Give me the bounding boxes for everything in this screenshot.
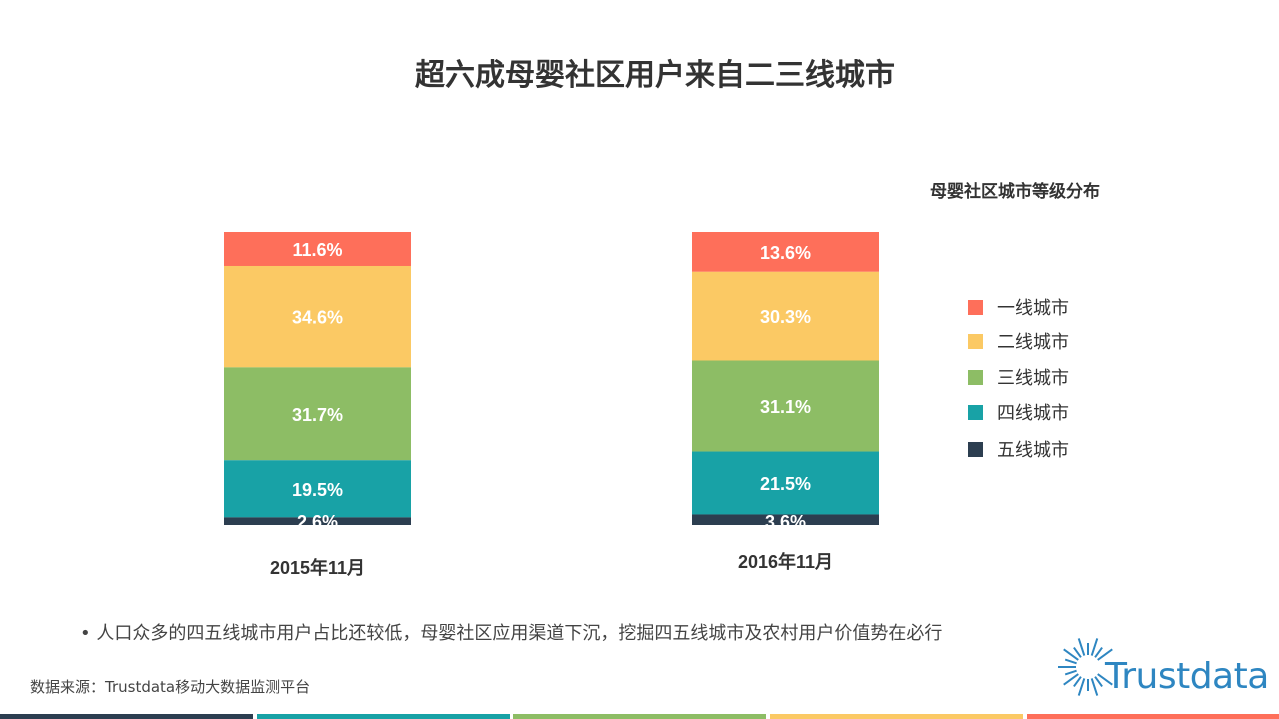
data-source: 数据来源：Trustdata移动大数据监测平台 — [30, 678, 311, 696]
data-label: 34.6% — [292, 308, 343, 328]
legend-swatch — [968, 369, 983, 385]
trustdata-sunburst-icon — [1058, 638, 1113, 696]
data-label: 2.6% — [297, 512, 338, 532]
logo-text: Trustdata — [1105, 656, 1269, 697]
color-stripe — [257, 714, 510, 719]
bar-segment — [224, 265, 411, 368]
bar-segment — [692, 271, 879, 361]
legend-item: 二线城市 — [968, 328, 1069, 354]
legend-label: 五线城市 — [997, 440, 1069, 461]
note-text: 人口众多的四五线城市用户占比还较低，母婴社区应用渠道下沉，挖掘四五线城市及农村用… — [96, 623, 943, 644]
data-label: 31.7% — [292, 405, 343, 425]
bar-segment — [692, 514, 879, 525]
sunburst-ray — [1073, 676, 1082, 688]
page-title: 超六成母婴社区用户来自二三线城市 — [415, 58, 895, 93]
legend-item: 四线城市 — [968, 399, 1069, 425]
bar-segment — [692, 232, 879, 272]
data-label: 31.1% — [760, 397, 811, 417]
bar-segment — [224, 460, 411, 518]
sunburst-ray — [1094, 676, 1103, 688]
legend-swatch — [968, 299, 983, 315]
sunburst-ray — [1090, 638, 1099, 656]
sunburst-ray — [1077, 678, 1086, 696]
bar-segment — [692, 360, 879, 452]
sunburst-ray — [1097, 673, 1113, 686]
data-label: 30.3% — [760, 307, 811, 327]
legend-item: 五线城市 — [968, 436, 1069, 462]
color-stripe — [770, 714, 1023, 719]
sunburst-ray — [1063, 673, 1079, 686]
color-stripe — [513, 714, 766, 719]
data-label: 3.6% — [765, 512, 806, 532]
bar-segment — [224, 232, 411, 266]
sunburst-ray — [1064, 658, 1077, 665]
sunburst-ray — [1090, 678, 1099, 696]
stacked-bar-chart: 11.6% 34.6% 31.7% 19.5% 2.6% 2015年11月 13.6% 30.… — [224, 232, 879, 578]
bar-segment — [692, 451, 879, 515]
sunburst-ray — [1077, 638, 1086, 656]
legend-swatch — [968, 333, 983, 349]
legend-swatch — [968, 441, 983, 457]
color-stripe — [0, 714, 253, 719]
legend-label: 四线城市 — [997, 403, 1069, 424]
category-label: 2016年11月 — [738, 551, 833, 572]
data-label: 21.5% — [760, 474, 811, 494]
color-stripe — [1027, 714, 1279, 719]
legend-label: 一线城市 — [997, 298, 1069, 319]
data-label: 11.6% — [292, 240, 342, 260]
sunburst-ray — [1063, 648, 1079, 661]
data-label: 13.6% — [760, 243, 811, 263]
legend-label: 三线城市 — [997, 368, 1069, 389]
legend-item: 三线城市 — [968, 364, 1069, 390]
legend-label: 二线城市 — [997, 332, 1069, 353]
bullet-note: • 人口众多的四五线城市用户占比还较低，母婴社区应用渠道下沉，挖掘四五线城市及农… — [80, 623, 943, 644]
data-label: 19.5% — [292, 480, 343, 500]
legend-title: 母婴社区城市等级分布 — [930, 182, 1100, 202]
sunburst-ray — [1064, 669, 1077, 676]
category-label: 2015年11月 — [270, 557, 365, 578]
sunburst-ray — [1094, 646, 1103, 658]
bar-segment — [224, 367, 411, 461]
legend-item: 一线城市 — [968, 294, 1069, 320]
bar-segment — [224, 517, 411, 525]
legend-swatch — [968, 404, 983, 420]
sunburst-ray — [1097, 648, 1113, 661]
sunburst-ray — [1073, 646, 1082, 658]
